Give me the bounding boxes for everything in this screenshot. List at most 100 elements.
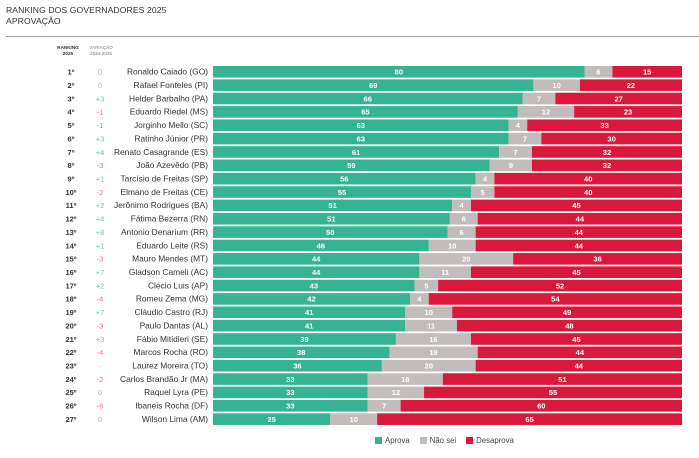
bar-aprova	[213, 346, 390, 359]
bar-aprova	[213, 199, 453, 212]
value-label-desaprova: 45	[572, 268, 581, 277]
value-label-desaprova: 33	[600, 121, 608, 130]
rank-label: 17º	[65, 281, 76, 290]
value-label-nao-sei: 4	[459, 201, 464, 210]
value-label-nao-sei: 6	[462, 215, 466, 224]
bar-desaprova	[424, 386, 682, 399]
value-label-aprova: 63	[357, 121, 365, 130]
variation-label: +7	[96, 308, 105, 317]
rank-label: 24º	[65, 375, 76, 384]
value-label-aprova: 56	[340, 174, 348, 183]
bar-aprova	[213, 266, 420, 278]
value-label-aprova: 39	[300, 335, 308, 344]
bar-aprova	[213, 132, 509, 145]
governor-name: Fábio Mitidieri (SE)	[137, 334, 208, 344]
bar-nao-sei	[381, 359, 476, 372]
value-label-desaprova: 65	[525, 415, 534, 424]
governor-name: Antonio Denarium (RR)	[121, 227, 208, 237]
bar-nao-sei	[414, 279, 439, 292]
variation-label: -	[99, 362, 102, 371]
variation-label: +3	[96, 335, 105, 344]
governor-name: Ronaldo Caiado (GO)	[127, 67, 208, 77]
variation-label: +8	[96, 228, 105, 237]
bar-nao-sei	[389, 346, 478, 359]
value-label-aprova: 33	[286, 402, 294, 411]
bar-aprova	[213, 413, 331, 425]
bar-aprova	[213, 106, 518, 118]
legend-item-desaprova: Desaprova	[466, 436, 514, 445]
bar-desaprova	[470, 266, 682, 278]
value-label-nao-sei: 10	[425, 308, 433, 317]
governor-name: Raquel Lyra (PE)	[144, 387, 208, 397]
value-label-nao-sei: 9	[509, 161, 513, 170]
value-label-aprova: 59	[347, 161, 355, 170]
bar-desaprova	[477, 346, 682, 359]
governor-name: Carlos Brandão Jr (MA)	[120, 374, 208, 384]
bar-nao-sei	[419, 266, 471, 278]
legend-label: Não sei	[429, 436, 457, 445]
value-label-nao-sei: 6	[596, 68, 600, 77]
bar-aprova	[213, 66, 585, 78]
value-label-nao-sei: 11	[441, 268, 450, 277]
value-label-desaprova: 30	[607, 134, 615, 143]
value-label-desaprova: 32	[603, 148, 611, 157]
rank-label: 11º	[66, 201, 77, 210]
value-label-desaprova: 23	[624, 108, 632, 117]
bar-desaprova	[531, 146, 682, 158]
bar-desaprova	[527, 119, 682, 132]
value-label-nao-sei: 19	[429, 348, 437, 357]
bar-aprova	[213, 119, 509, 132]
bar-nao-sei	[419, 253, 514, 265]
value-label-nao-sei: 20	[462, 255, 470, 264]
bar-nao-sei	[367, 373, 443, 385]
bar-aprova	[213, 212, 450, 225]
governor-name: Romeu Zema (MG)	[136, 294, 208, 304]
bar-nao-sei	[584, 66, 613, 78]
bar-aprova	[213, 400, 368, 412]
bar-aprova	[213, 306, 406, 319]
value-label-nao-sei: 20	[425, 362, 433, 371]
rank-label: 13º	[65, 228, 76, 237]
variation-label: +1	[96, 174, 105, 183]
bar-aprova	[213, 92, 523, 105]
bar-desaprova	[494, 186, 682, 198]
variation-label: 0	[98, 415, 102, 424]
bar-desaprova	[494, 172, 682, 185]
bar-desaprova	[428, 293, 682, 305]
value-label-nao-sei: 7	[523, 134, 527, 143]
rank-label: 20º	[65, 321, 76, 330]
value-label-nao-sei: 10	[552, 81, 560, 90]
governor-name: Paulo Dantas (AL)	[140, 320, 209, 330]
bar-nao-sei	[428, 239, 476, 252]
rank-label: 12º	[65, 215, 76, 224]
value-label-nao-sei: 4	[417, 295, 422, 304]
rank-label: 2º	[68, 81, 75, 90]
value-label-nao-sei: 10	[448, 241, 456, 250]
value-label-aprova: 33	[286, 388, 294, 397]
value-label-desaprova: 36	[593, 255, 601, 264]
governor-name: Rafael Fonteles (PI)	[134, 80, 209, 90]
variation-label: -2	[97, 188, 104, 197]
bar-nao-sei	[367, 386, 425, 399]
bar-nao-sei	[409, 293, 429, 305]
variation-label: -4	[97, 348, 104, 357]
governor-name: Mauro Mendes (MT)	[132, 254, 208, 264]
legend-swatch	[419, 437, 427, 444]
bar-desaprova	[513, 253, 682, 265]
variation-label: +7	[96, 268, 105, 277]
variation-label: -2	[97, 375, 104, 384]
header-divider	[6, 36, 699, 37]
value-label-desaprova: 60	[537, 402, 545, 411]
value-label-nao-sei: 7	[537, 94, 541, 103]
bar-aprova	[213, 359, 382, 372]
rank-label: 27º	[65, 415, 76, 424]
value-label-desaprova: 44	[575, 241, 584, 250]
governor-name: Jerônimo Rodrigues (BA)	[114, 200, 208, 210]
bar-nao-sei	[367, 400, 401, 412]
bar-nao-sei	[508, 132, 542, 145]
value-label-desaprova: 44	[576, 215, 585, 224]
variation-label: +3	[96, 94, 105, 103]
bar-aprova	[213, 79, 534, 91]
bar-nao-sei	[533, 79, 580, 91]
